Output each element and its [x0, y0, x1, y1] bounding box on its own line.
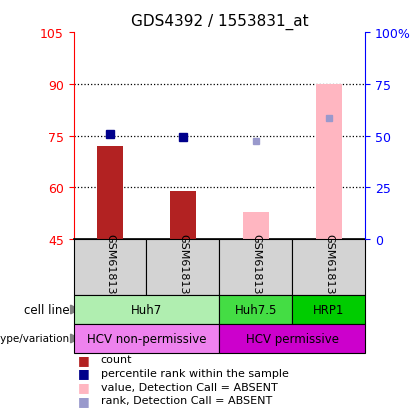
- Polygon shape: [71, 306, 79, 314]
- Bar: [147, 240, 220, 295]
- Text: HRP1: HRP1: [313, 303, 344, 316]
- Text: Huh7.5: Huh7.5: [235, 303, 277, 316]
- Text: HCV non-permissive: HCV non-permissive: [87, 332, 206, 345]
- Text: genotype/variation: genotype/variation: [0, 334, 70, 344]
- Text: ■: ■: [78, 366, 89, 380]
- Text: HCV permissive: HCV permissive: [246, 332, 339, 345]
- Bar: [243, 212, 269, 240]
- Text: GSM618133: GSM618133: [178, 234, 188, 301]
- Text: Huh7: Huh7: [131, 303, 162, 316]
- Bar: [220, 324, 365, 353]
- Text: GSM618134: GSM618134: [251, 234, 261, 301]
- Polygon shape: [71, 335, 79, 343]
- Bar: [316, 85, 342, 240]
- Bar: [74, 240, 147, 295]
- Text: ■: ■: [78, 353, 89, 366]
- Bar: [74, 324, 220, 353]
- Bar: [292, 295, 365, 324]
- Bar: [220, 295, 292, 324]
- Text: count: count: [101, 354, 132, 364]
- Text: ■: ■: [78, 380, 89, 393]
- Bar: [74, 295, 220, 324]
- Title: GDS4392 / 1553831_at: GDS4392 / 1553831_at: [131, 14, 308, 30]
- Bar: [292, 240, 365, 295]
- Text: percentile rank within the sample: percentile rank within the sample: [101, 368, 289, 378]
- Text: GSM618131: GSM618131: [105, 234, 115, 301]
- Text: GSM618132: GSM618132: [324, 234, 334, 301]
- Bar: [170, 191, 196, 240]
- Text: cell line: cell line: [24, 303, 70, 316]
- Text: rank, Detection Call = ABSENT: rank, Detection Call = ABSENT: [101, 395, 272, 405]
- Text: value, Detection Call = ABSENT: value, Detection Call = ABSENT: [101, 382, 278, 392]
- Bar: [220, 240, 292, 295]
- Text: ■: ■: [78, 394, 89, 407]
- Bar: [97, 147, 123, 240]
